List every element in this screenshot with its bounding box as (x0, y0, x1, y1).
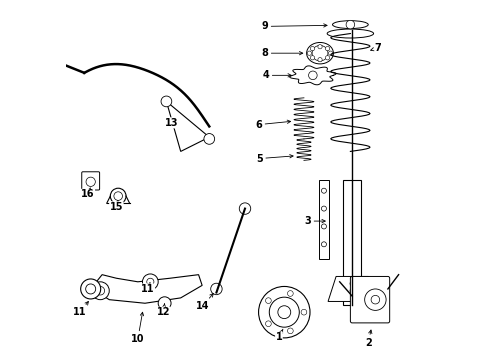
Circle shape (301, 309, 307, 315)
Circle shape (110, 188, 126, 204)
Text: 6: 6 (255, 120, 291, 130)
Circle shape (96, 287, 104, 295)
Circle shape (309, 71, 317, 80)
Text: 3: 3 (304, 216, 325, 226)
Circle shape (321, 224, 326, 229)
Text: 10: 10 (131, 312, 145, 344)
Text: 14: 14 (196, 293, 213, 311)
Circle shape (310, 46, 315, 51)
Circle shape (266, 321, 271, 327)
Circle shape (211, 283, 222, 295)
FancyBboxPatch shape (162, 307, 167, 315)
Circle shape (325, 56, 330, 60)
FancyBboxPatch shape (343, 180, 361, 305)
Text: 16: 16 (81, 188, 95, 199)
Text: 2: 2 (365, 330, 372, 347)
Polygon shape (95, 275, 202, 303)
Text: 1: 1 (275, 329, 283, 342)
Circle shape (86, 177, 96, 186)
Circle shape (328, 51, 333, 55)
FancyBboxPatch shape (350, 276, 390, 323)
Ellipse shape (333, 21, 368, 28)
Circle shape (204, 134, 215, 144)
Ellipse shape (307, 42, 333, 64)
Circle shape (346, 20, 355, 29)
Circle shape (114, 192, 122, 201)
Circle shape (371, 296, 380, 304)
Text: 11: 11 (141, 283, 154, 294)
Text: 4: 4 (262, 70, 291, 80)
Circle shape (92, 282, 109, 300)
Polygon shape (167, 102, 209, 152)
Text: 7: 7 (371, 43, 382, 53)
Circle shape (158, 297, 171, 310)
Circle shape (239, 203, 251, 214)
Circle shape (288, 328, 293, 334)
Circle shape (161, 96, 172, 107)
Circle shape (278, 306, 291, 319)
Circle shape (143, 274, 158, 290)
Polygon shape (328, 276, 376, 301)
Circle shape (147, 278, 154, 285)
Text: 5: 5 (256, 154, 293, 163)
Text: 15: 15 (110, 201, 123, 212)
Circle shape (266, 298, 271, 303)
Circle shape (321, 188, 326, 193)
Circle shape (81, 279, 100, 299)
Circle shape (321, 206, 326, 211)
Text: 8: 8 (261, 48, 303, 58)
Circle shape (318, 58, 322, 62)
Circle shape (86, 284, 96, 294)
Circle shape (259, 287, 310, 338)
Circle shape (310, 56, 315, 60)
FancyBboxPatch shape (319, 180, 329, 258)
Circle shape (312, 45, 328, 61)
FancyBboxPatch shape (82, 172, 99, 190)
Text: 13: 13 (165, 118, 178, 128)
Text: 12: 12 (157, 304, 171, 317)
Circle shape (318, 45, 322, 49)
Circle shape (325, 46, 330, 51)
Circle shape (270, 297, 299, 327)
Text: 9: 9 (261, 21, 327, 31)
Circle shape (307, 51, 312, 55)
Circle shape (288, 291, 293, 296)
Circle shape (350, 289, 354, 293)
Circle shape (321, 242, 326, 247)
Text: 11: 11 (73, 302, 88, 317)
Ellipse shape (327, 29, 373, 38)
Circle shape (350, 282, 354, 286)
Circle shape (365, 289, 386, 310)
